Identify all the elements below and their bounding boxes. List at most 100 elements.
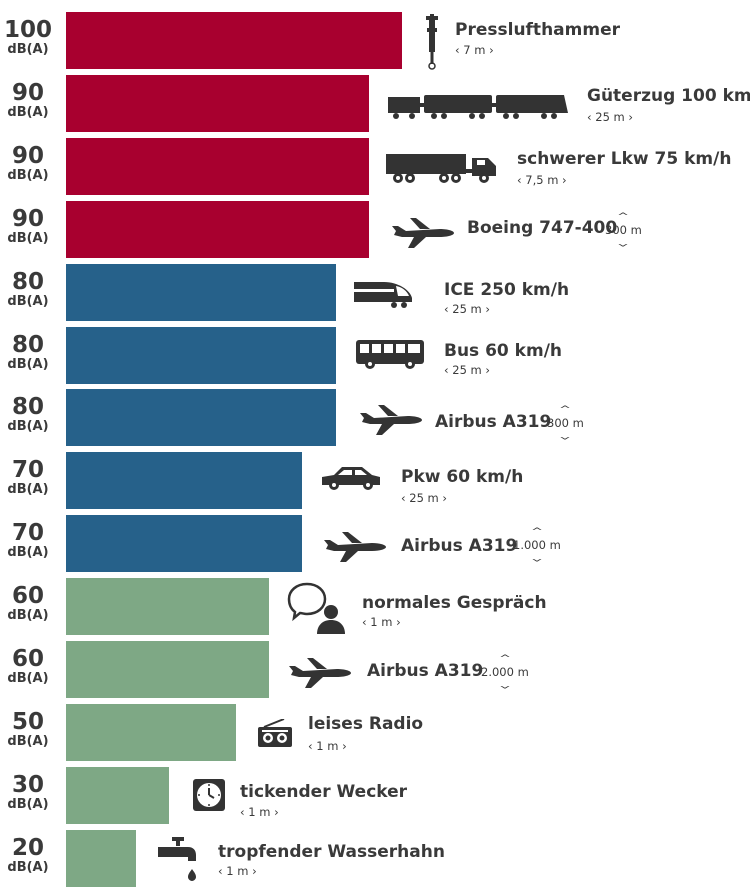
item-label: Presslufthammer (455, 20, 620, 40)
car-icon (320, 465, 382, 496)
bar (66, 74, 369, 132)
bar (66, 641, 269, 698)
chevron-up-icon: ^ (530, 527, 543, 537)
radio-icon (258, 717, 292, 752)
value-unit: dB(A) (7, 104, 49, 120)
value-number: 70 (11, 520, 44, 547)
bar (66, 578, 269, 636)
altitude-value: 300 m (605, 223, 642, 237)
airplane-icon (285, 654, 351, 693)
distance-label: ‹ 7,5 m › (517, 173, 567, 187)
value-label: 60 dB(A) (0, 647, 56, 687)
airplane-icon (388, 214, 454, 253)
chevron-up-icon: ^ (617, 212, 630, 222)
value-label: 20 dB(A) (0, 836, 56, 876)
value-label: 100 dB(A) (0, 18, 56, 58)
distance-label: ‹ 1 m › (240, 805, 279, 819)
dripping-tap-icon (158, 836, 198, 886)
bar (66, 326, 336, 384)
altitude-label: ^ 300 m ^ (547, 406, 584, 441)
item-label: tropfender Wasserhahn (218, 842, 445, 862)
distance-label: ‹ 25 m › (444, 302, 490, 316)
value-unit: dB(A) (7, 356, 49, 372)
item-label: Airbus A319 (435, 412, 552, 432)
distance-label: ‹ 1 m › (218, 864, 257, 878)
chevron-up-icon: ^ (498, 654, 511, 664)
alarm-clock-icon (193, 778, 225, 816)
value-number: 60 (11, 583, 44, 610)
bus-icon (356, 338, 424, 375)
item-label: ICE 250 km/h (444, 280, 570, 300)
value-label: 90 dB(A) (0, 144, 56, 184)
chevron-up-icon: ^ (559, 405, 572, 415)
chevron-down-icon: ^ (617, 237, 630, 247)
item-label: Boeing 747-400 (467, 218, 618, 238)
airplane-icon (320, 528, 386, 567)
bar (66, 703, 236, 761)
value-unit: dB(A) (7, 230, 49, 246)
item-label: leises Radio (308, 714, 424, 734)
value-label: 60 dB(A) (0, 584, 56, 624)
value-number: 60 (11, 646, 44, 672)
value-unit: dB(A) (7, 42, 49, 57)
value-unit: dB(A) (7, 545, 49, 561)
value-number: 90 (11, 79, 44, 106)
altitude-label: ^ 1.000 m ^ (513, 528, 561, 563)
value-unit: dB(A) (7, 167, 49, 183)
bar (66, 766, 169, 824)
item-label: Güterzug 100 km/h (587, 86, 750, 106)
altitude-value: 300 m (547, 416, 584, 430)
altitude-label: ^ 300 m ^ (605, 213, 642, 248)
value-number: 80 (11, 331, 44, 358)
value-label: 80 dB(A) (0, 333, 56, 373)
value-label: 90 dB(A) (0, 207, 56, 247)
bar (66, 515, 302, 573)
chevron-down-icon: ^ (498, 679, 511, 689)
value-label: 30 dB(A) (0, 773, 56, 813)
conversation-icon (287, 582, 345, 639)
item-label: Pkw 60 km/h (401, 467, 524, 487)
high-speed-train-icon (354, 278, 412, 313)
item-label: tickender Wecker (240, 782, 408, 802)
bar (66, 12, 402, 69)
bar (66, 200, 369, 258)
value-label: 80 dB(A) (0, 270, 56, 310)
truck-icon (386, 153, 498, 189)
distance-label: ‹ 25 m › (401, 491, 447, 505)
value-number: 30 (11, 771, 44, 798)
freight-train-icon (388, 89, 568, 128)
value-unit: dB(A) (7, 733, 49, 749)
item-label: Airbus A319 (367, 661, 484, 681)
value-unit: dB(A) (7, 419, 49, 435)
bar (66, 452, 302, 510)
bar (66, 389, 336, 447)
value-number: 50 (11, 708, 44, 735)
value-number: 90 (11, 205, 44, 232)
value-unit: dB(A) (7, 859, 49, 875)
item-label: normales Gespräch (362, 593, 547, 613)
value-number: 90 (11, 142, 44, 169)
value-unit: dB(A) (7, 293, 49, 309)
value-number: 80 (11, 394, 44, 421)
distance-label: ‹ 1 m › (308, 739, 347, 753)
value-label: 90 dB(A) (0, 81, 56, 121)
value-unit: dB(A) (7, 608, 49, 624)
item-label: schwerer Lkw 75 km/h (517, 149, 732, 169)
value-unit: dB(A) (7, 671, 49, 686)
value-label: 80 dB(A) (0, 395, 56, 435)
distance-label: ‹ 25 m › (444, 363, 490, 377)
value-number: 70 (11, 457, 44, 484)
value-number: 100 (3, 17, 52, 43)
altitude-value: 1.000 m (513, 538, 561, 552)
bar (66, 829, 136, 887)
jackhammer-icon (421, 14, 443, 75)
distance-label: ‹ 7 m › (455, 43, 494, 57)
altitude-label: ^ 2.000 m ^ (481, 655, 529, 690)
altitude-value: 2.000 m (481, 665, 529, 679)
airplane-icon (356, 401, 422, 440)
value-unit: dB(A) (7, 482, 49, 498)
value-unit: dB(A) (7, 796, 49, 812)
value-label: 70 dB(A) (0, 458, 56, 498)
value-number: 20 (11, 834, 44, 861)
